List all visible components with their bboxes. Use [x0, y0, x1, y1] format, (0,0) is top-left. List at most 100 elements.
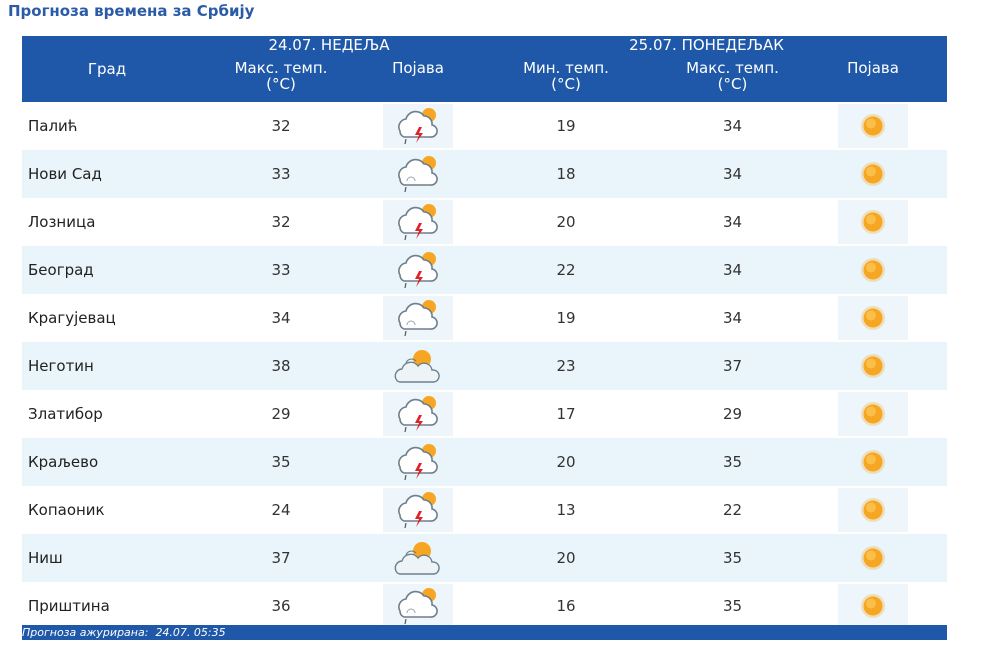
- partly-cloudy-icon: [383, 536, 453, 580]
- header-max-temp-day1: Макс. темп. (°C): [192, 54, 370, 102]
- max-temp-day2: 35: [666, 438, 800, 486]
- sun-icon: [838, 296, 909, 340]
- max-temp-day2: 34: [722, 213, 743, 231]
- table-row: Палић 32 19 34: [22, 102, 947, 150]
- weather-icon-cell: [370, 582, 466, 630]
- weather-icon-cell: [799, 534, 948, 582]
- city-name: Београд: [22, 246, 192, 294]
- weather-icon-cell: [370, 390, 466, 438]
- max-temp-day1: 33: [192, 246, 370, 294]
- city-name: Ниш: [22, 534, 192, 582]
- weather-icon-cell: [799, 342, 948, 390]
- weather-icon-cell: [370, 438, 467, 486]
- max-temp-day1: 29: [271, 405, 291, 423]
- thunderstorm-icon: [383, 488, 453, 532]
- weather-icon-cell: [370, 150, 467, 198]
- max-temp-day1: 36: [271, 597, 291, 615]
- city-name: Златибор: [28, 405, 103, 423]
- min-temp-day2: 23: [466, 342, 667, 390]
- thunderstorm-icon: [383, 392, 453, 436]
- max-temp-day2: 29: [722, 405, 743, 423]
- weather-icon-cell: [799, 150, 948, 198]
- city-name: Краљево: [22, 438, 192, 486]
- max-temp-day2: 34: [666, 246, 800, 294]
- thunderstorm-icon: [383, 440, 453, 484]
- sun-icon: [838, 440, 909, 484]
- min-temp-day2: 20: [466, 438, 667, 486]
- footer-updated-label: Прогноза ажурирана:: [22, 626, 149, 639]
- weather-icon-cell: [370, 102, 466, 150]
- table-row: Крагујевац 34 19 34: [22, 294, 947, 342]
- weather-icon-cell: [370, 246, 467, 294]
- forecast-table: Град 24.07. НЕДЕЉА 25.07. ПОНЕДЕЉАК Макс…: [22, 36, 948, 630]
- header-phenomenon-day1: Појава: [370, 54, 467, 102]
- weather-icon-cell: [799, 246, 948, 294]
- weather-icon-cell: [799, 390, 947, 438]
- sun-icon: [838, 536, 909, 580]
- min-temp-day2: 20: [466, 534, 667, 582]
- sun-icon: [838, 488, 909, 532]
- max-temp-day1: 37: [192, 534, 370, 582]
- header-day2: 25.07. ПОНЕДЕЉАК: [466, 36, 948, 54]
- table-row: Београд 33 22 34: [22, 246, 948, 294]
- max-temp-day2: 34: [722, 309, 743, 327]
- weather-icon-cell: [799, 486, 947, 534]
- min-temp-day2: 13: [556, 501, 576, 519]
- max-temp-day2: 35: [722, 597, 743, 615]
- city-name: Неготин: [22, 342, 192, 390]
- max-temp-day1: 38: [192, 342, 370, 390]
- weather-icon-cell: [370, 486, 466, 534]
- weather-icon-cell: [799, 102, 947, 150]
- footer-bar: Прогноза ажурирана: 24.07. 05:35: [22, 625, 947, 640]
- sun-icon: [838, 152, 909, 196]
- min-temp-day2: 18: [466, 150, 667, 198]
- table-row: Краљево 35 20 35: [22, 438, 948, 486]
- max-temp-day1: 32: [271, 117, 291, 135]
- cloud-rain-sun-icon: [383, 584, 453, 628]
- max-temp-day1: 34: [271, 309, 291, 327]
- sun-icon: [838, 200, 909, 244]
- thunderstorm-icon: [383, 104, 453, 148]
- header-min-temp-day2: Мин. темп. (°C): [466, 54, 667, 102]
- table-row: Лозница 32 20 34: [22, 198, 947, 246]
- weather-icon-cell: [370, 294, 466, 342]
- max-temp-day2: 34: [666, 150, 800, 198]
- max-temp-day2: 37: [666, 342, 800, 390]
- thunderstorm-icon: [383, 248, 453, 292]
- sun-icon: [838, 392, 909, 436]
- weather-icon-cell: [370, 534, 467, 582]
- city-name: Копаоник: [28, 501, 105, 519]
- table-row: Нови Сад 33 18 34: [22, 150, 948, 198]
- max-temp-day2: 22: [722, 501, 743, 519]
- min-temp-day2: 16: [556, 597, 576, 615]
- max-temp-day1: 32: [271, 213, 291, 231]
- sun-icon: [838, 248, 909, 292]
- max-temp-day1: 33: [192, 150, 370, 198]
- max-temp-day1: 24: [271, 501, 291, 519]
- table-row: Копаоник 24 13 22: [22, 486, 947, 534]
- cloud-rain-sun-icon: [383, 296, 453, 340]
- city-name: Нови Сад: [22, 150, 192, 198]
- header-max-temp-day2: Макс. темп. (°C): [666, 54, 800, 102]
- city-name: Приштина: [28, 597, 110, 615]
- weather-icon-cell: [799, 198, 947, 246]
- min-temp-day2: 19: [556, 309, 576, 327]
- partly-cloudy-icon: [383, 344, 453, 388]
- table-row: Приштина 36 16 35: [22, 582, 947, 630]
- city-name: Палић: [28, 117, 78, 135]
- header-phenomenon-day2: Појава: [799, 54, 948, 102]
- min-temp-day2: 22: [466, 246, 667, 294]
- sun-icon: [838, 344, 909, 388]
- thunderstorm-icon: [383, 200, 453, 244]
- table-row: Ниш 37 20 35: [22, 534, 948, 582]
- weather-icon-cell: [370, 342, 467, 390]
- sun-icon: [838, 584, 909, 628]
- max-temp-day2: 34: [722, 117, 743, 135]
- weather-icon-cell: [799, 582, 947, 630]
- min-temp-day2: 19: [556, 117, 576, 135]
- weather-icon-cell: [370, 198, 466, 246]
- page-title: Прогноза времена за Србију: [8, 2, 255, 20]
- max-temp-day2: 35: [666, 534, 800, 582]
- cloud-rain-sun-icon: [383, 152, 453, 196]
- weather-icon-cell: [799, 294, 947, 342]
